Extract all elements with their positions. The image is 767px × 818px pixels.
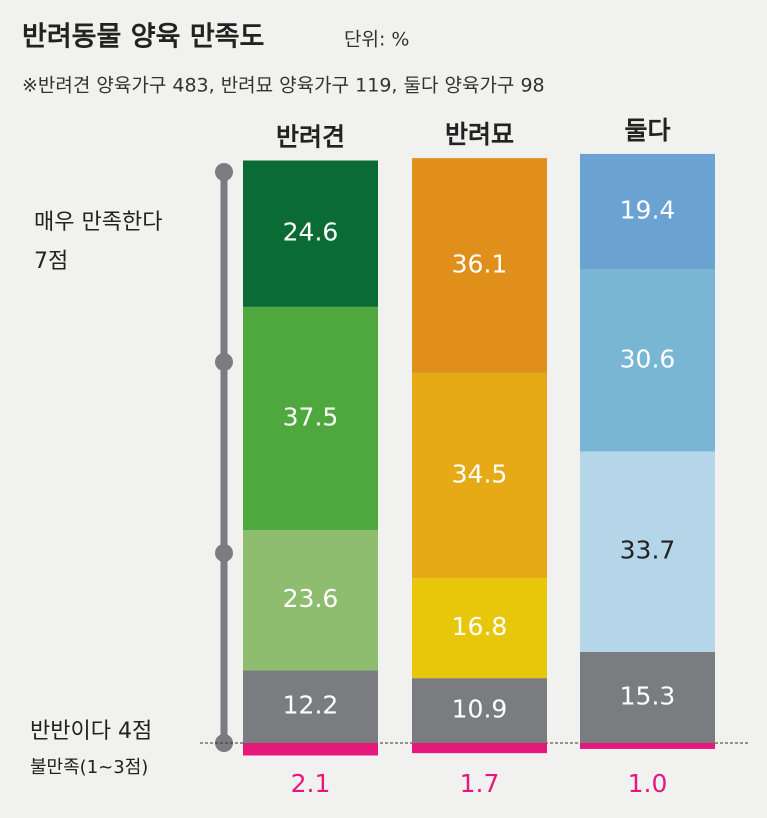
value-label: 33.7 <box>620 536 676 565</box>
value-label: 12.2 <box>283 691 339 720</box>
scale-label: 7점 <box>34 249 68 274</box>
value-label: 2.1 <box>291 769 331 798</box>
bar-segment <box>580 743 715 749</box>
subtitle: ※반려견 양육가구 483, 반려묘 양육가구 119, 둘다 양육가구 98 <box>22 75 545 97</box>
bar-segment <box>580 269 715 452</box>
value-label: 24.6 <box>283 218 339 247</box>
chart-title: 반려동물 양육 만족도 <box>22 22 264 53</box>
scale-label: 불만족(1~3점) <box>30 757 148 778</box>
bar-segment <box>243 306 378 530</box>
value-label: 1.0 <box>628 769 668 798</box>
scale-bar <box>215 163 233 752</box>
value-label: 37.5 <box>283 402 339 431</box>
value-label: 19.4 <box>620 196 676 225</box>
value-label: 34.5 <box>452 460 508 489</box>
bar-segment <box>412 678 547 743</box>
value-label: 1.7 <box>460 769 500 798</box>
bar-segment <box>412 578 547 679</box>
scale-label: 반반이다 4점 <box>30 719 152 744</box>
value-label: 23.6 <box>283 584 339 613</box>
bar-segment <box>412 743 547 754</box>
column-label: 반려묘 <box>445 120 514 149</box>
column-label: 둘다 <box>624 116 670 145</box>
value-label: 36.1 <box>452 250 508 279</box>
scale-dot <box>215 163 233 181</box>
bar-segment <box>243 670 378 743</box>
bar-segment <box>412 158 547 373</box>
value-label: 30.6 <box>620 344 676 373</box>
bar-segment <box>580 451 715 652</box>
bar-segment <box>243 160 378 307</box>
scale-dot <box>215 544 233 562</box>
value-label: 15.3 <box>620 681 676 710</box>
value-label: 16.8 <box>452 612 508 641</box>
bar-segment <box>412 372 547 579</box>
scale-dot <box>215 353 233 371</box>
scale-dot <box>215 734 233 752</box>
bar-segment <box>243 529 378 671</box>
bar-segment <box>580 153 715 270</box>
bar-segment <box>243 743 378 756</box>
column-label: 반려견 <box>276 122 345 151</box>
value-label: 10.9 <box>452 695 508 724</box>
bar-segment <box>580 651 715 743</box>
unit: 단위: % <box>344 29 409 51</box>
scale-label: 매우 만족한다 <box>34 210 162 235</box>
